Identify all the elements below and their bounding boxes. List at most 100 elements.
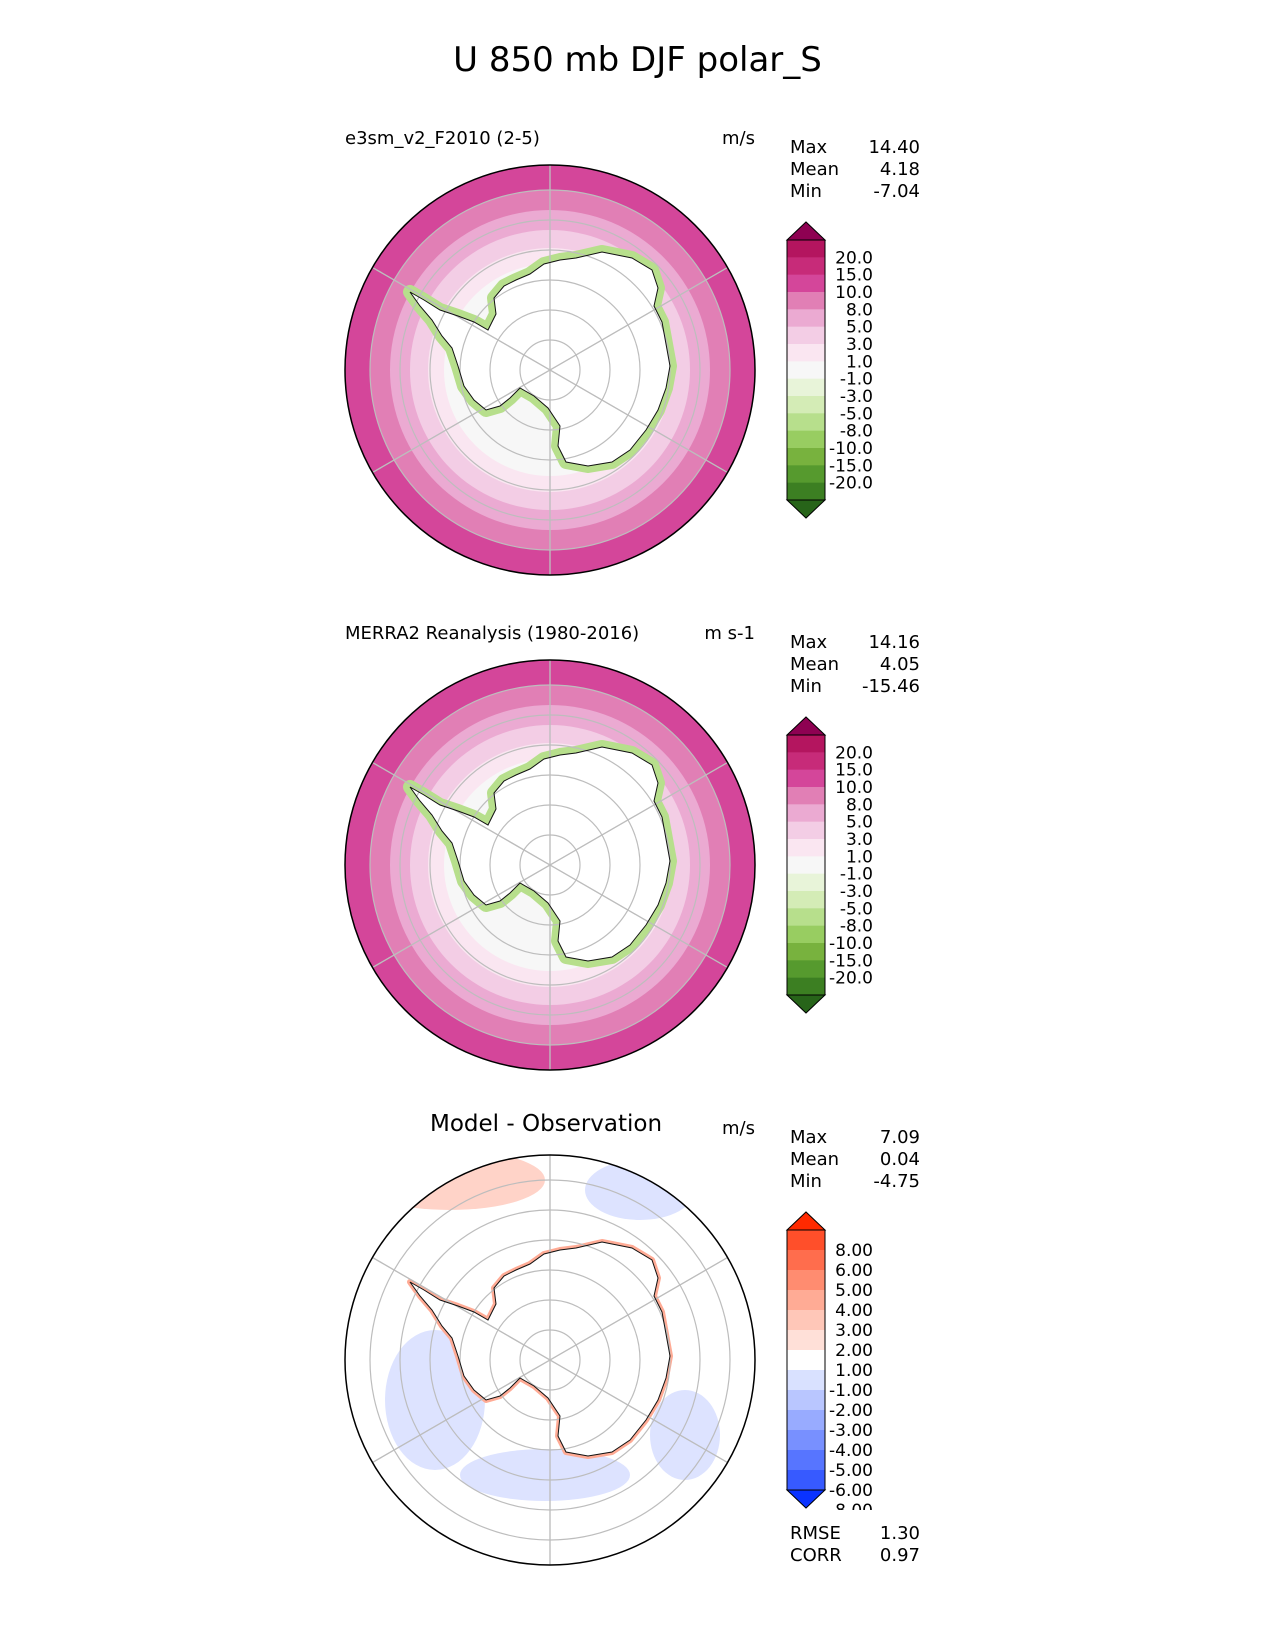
colorbar-tick-label: -15.0 (829, 456, 873, 476)
positive-anomaly (355, 1155, 545, 1210)
stat-value: -4.75 (873, 1171, 920, 1192)
stat-value: 4.18 (879, 159, 920, 180)
colorbar: 20.015.010.08.05.03.01.0-1.0-3.0-5.0-8.0… (785, 221, 873, 519)
colorbar-segment (787, 1410, 825, 1431)
colorbar-tick-label: 5.00 (835, 1281, 873, 1301)
colorbar-segment (787, 943, 825, 961)
metrics-box: RMSE 1.30 CORR 0.97 (790, 1523, 920, 1567)
colorbar-tick-label: 6.00 (835, 1261, 873, 1281)
metric-label: RMSE (790, 1523, 841, 1544)
stat-label: Min (790, 1171, 822, 1192)
colorbar-tick-label: 1.0 (846, 847, 873, 867)
meridian-line (372, 369, 551, 474)
stat-label: Min (790, 676, 822, 697)
colorbar-segment (787, 1350, 825, 1371)
colorbar-segment (787, 856, 825, 875)
colorbar-segment (787, 1290, 825, 1311)
stats-box: Max 14.16 Mean 4.05 Min -15.46 (790, 632, 920, 698)
colorbar-tick-label: 1.0 (846, 352, 873, 372)
colorbar-tick-label: -6.00 (829, 1481, 873, 1501)
stat-value: 0.04 (879, 1149, 920, 1170)
panel-reference: MERRA2 Reanalysis (1980-2016) m s-1 Max 1… (0, 615, 1275, 1095)
colorbar-tick-label: 8.00 (835, 1241, 873, 1261)
colorbar-frame (786, 239, 826, 501)
panel-diff: Model - Observation m/s Max 7.09 Mean 0.04… (0, 1110, 1275, 1630)
panel-title: MERRA2 Reanalysis (1980-2016) (345, 623, 640, 644)
colorbar-tick-label: -5.00 (829, 1461, 873, 1481)
colorbar-tick-label: -3.0 (840, 882, 873, 902)
map-border (344, 659, 756, 1071)
stat-value: 7.09 (879, 1127, 920, 1148)
colorbar-segment (787, 787, 825, 805)
map-border (344, 164, 756, 576)
metric-value: 1.30 (879, 1523, 920, 1544)
colorbar-segment (787, 735, 825, 753)
colorbar-tick-label: -5.0 (840, 404, 873, 424)
colorbar-segment (787, 257, 825, 276)
colorbar-segment (787, 326, 825, 345)
colorbar-extend-max (785, 716, 827, 736)
colorbar-tick-label: -15.0 (829, 951, 873, 971)
colorbar-tick-label: 20.0 (835, 248, 873, 268)
colorbar-segment (787, 448, 825, 466)
colorbar-segment (787, 769, 825, 788)
colorbar-extend-min (785, 1489, 827, 1509)
negative-anomaly (460, 1449, 630, 1501)
colorbar-segment (787, 752, 825, 771)
colorbar-tick-label: 4.00 (835, 1301, 873, 1321)
colorbar-segment (787, 430, 825, 449)
colorbar-frame (786, 734, 826, 996)
colorbar-extend-max (785, 1211, 827, 1231)
colorbar-tick-label: 3.0 (846, 335, 873, 355)
panel-test: e3sm_v2_F2010 (2-5) m/s Max 14.40 Mean 4.1… (0, 120, 1275, 600)
colorbar-tick-label: 10.0 (835, 778, 873, 798)
colorbar-segment (787, 413, 825, 432)
colorbar-segment (787, 344, 825, 362)
colorbar-segment (787, 309, 825, 328)
colorbar-tick-label: -2.00 (829, 1401, 873, 1421)
panel-units: m/s (722, 128, 755, 149)
colorbar-tick-label: 5.0 (846, 813, 873, 833)
colorbar-tick-label: 8.0 (846, 300, 873, 320)
colorbar-tick-label: -1.00 (829, 1381, 873, 1401)
polar-map (344, 164, 756, 576)
stat-label: Mean (790, 1149, 840, 1170)
colorbar-tick-label: -3.0 (840, 387, 873, 407)
map-border (344, 1154, 756, 1566)
meridian-line (372, 266, 551, 371)
panel-title: e3sm_v2_F2010 (2-5) (345, 128, 540, 149)
negative-anomaly (650, 1390, 720, 1480)
colorbar-segment (787, 873, 825, 892)
colorbar-segment (787, 1230, 825, 1251)
coastline (409, 251, 671, 467)
panel-units: m/s (722, 1118, 755, 1139)
colorbar-tick-label: 2.00 (835, 1341, 873, 1361)
graticule (369, 165, 731, 575)
colorbar-segment (787, 891, 825, 909)
colorbar-frame (786, 1229, 826, 1491)
stat-value: 14.40 (868, 137, 920, 158)
stat-value: 14.16 (868, 632, 920, 653)
panel-units: m s-1 (704, 623, 755, 644)
panel-title: Model - Observation (430, 1111, 663, 1137)
continent-fill (410, 252, 670, 466)
colorbar-segment (787, 396, 825, 414)
colorbar-extend-min (785, 994, 827, 1014)
colorbar-segment (787, 378, 825, 397)
colorbar-segment (787, 1310, 825, 1331)
meridian-line (549, 761, 728, 866)
colorbar-tick-label: 10.0 (835, 283, 873, 303)
meridian-line (549, 1256, 728, 1361)
colorbar-segment (787, 361, 825, 380)
meridian-line (549, 266, 728, 371)
colorbar-segment (787, 977, 825, 996)
colorbar-tick-label: 15.0 (835, 266, 873, 286)
colorbar-segment (787, 1250, 825, 1271)
colorbar-tick-label: -8.0 (840, 917, 873, 937)
colorbar-tick-label: -20.0 (829, 474, 873, 494)
colorbar-segment (787, 839, 825, 857)
colorbar: 20.015.010.08.05.03.01.0-1.0-3.0-5.0-8.0… (785, 716, 873, 1014)
colorbar-tick-label: 1.00 (835, 1361, 873, 1381)
stats-box: Max 14.40 Mean 4.18 Min -7.04 (790, 137, 920, 203)
colorbar-tick-label: -1.0 (840, 370, 873, 390)
